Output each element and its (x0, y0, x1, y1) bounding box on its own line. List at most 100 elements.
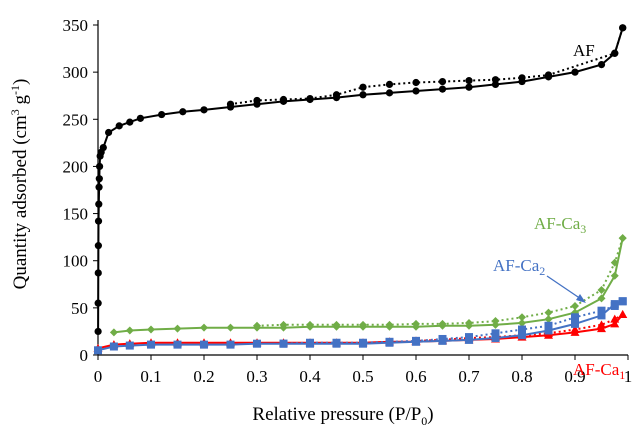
af-adsorption-point (179, 108, 187, 116)
af-ca3-desorption-point (465, 318, 473, 327)
af-desorption-point (438, 77, 447, 86)
af-adsorption-point (200, 106, 208, 114)
af-adsorption-point (597, 61, 606, 69)
af-ca2-adsorption-point (125, 341, 134, 350)
x-tick-label: 0.5 (352, 367, 373, 386)
af-ca3-desorption-point (253, 321, 261, 330)
af-adsorption-point (95, 162, 104, 171)
x-tick-label: 0 (94, 367, 103, 386)
af-ca2-adsorption-point (94, 346, 102, 355)
af-ca3-desorption-line (256, 237, 624, 327)
af-ca3-desorption-point (438, 319, 447, 328)
x-tick-label: 0.9 (564, 367, 585, 386)
x-tick-label: 1 (624, 367, 632, 386)
series-labels: AF AF-Ca3 AF-Ca2 AF-Ca1 (493, 41, 625, 382)
y-axis-title: Quantity adsorbed (cm3 g-1) (8, 79, 31, 290)
af-adsorption-point (95, 183, 103, 191)
x-tick-label: 0.2 (193, 367, 214, 386)
y-tick-label: 100 (63, 252, 89, 271)
af-ca1-desorption-point (597, 320, 606, 329)
af-ca2-desorption-point (571, 313, 579, 322)
af-ca3-adsorption-point (147, 325, 155, 334)
af-ca2-desorption-point (518, 325, 526, 334)
af-ca1-desorption-point (570, 325, 580, 334)
af-ca3-desorption-point (491, 317, 500, 326)
af-ca2-adsorption-point (571, 319, 579, 328)
af-desorption-point (332, 91, 341, 99)
af-ca3-adsorption-point (610, 271, 619, 280)
af-ca2-desorption-point (618, 297, 627, 306)
af-ca2-adsorption-point (147, 340, 155, 349)
af-ca2-adsorption-point (173, 340, 182, 349)
af-ca2-desorption-point (544, 321, 553, 330)
af-ca3-adsorption-point (518, 318, 526, 327)
af-ca3-adsorption-point (226, 323, 235, 332)
af-ca3-desorption-point (306, 320, 314, 329)
y-tick-label: 200 (63, 157, 89, 176)
af-adsorption-point (94, 217, 103, 225)
af-desorption-point (544, 71, 553, 79)
af-ca2-adsorption-point (200, 340, 208, 349)
af-adsorption-point (126, 118, 134, 126)
x-tick-label: 0.3 (246, 367, 267, 386)
af-ca3-desorption-point (518, 313, 526, 322)
af-adsorption-point (94, 299, 102, 307)
af-ca2-desorption-point (332, 338, 341, 347)
y-tick-label: 150 (63, 205, 89, 224)
af-adsorption-point (385, 89, 394, 97)
y-tick-label: 350 (63, 16, 89, 35)
af-desorption-point (619, 24, 627, 32)
x-tick-label: 0.6 (405, 367, 426, 386)
af-desorption-point (279, 95, 288, 104)
x-tick-label: 0.4 (299, 367, 321, 386)
af-adsorption-point (359, 91, 367, 99)
x-tick-label: 0.8 (511, 367, 532, 386)
af-ca1-desorption-point (618, 309, 628, 318)
af-ca3-adsorption-point (200, 323, 208, 332)
af-desorption-point (518, 74, 526, 82)
af-ca2-adsorption-point (544, 326, 553, 335)
af-ca3-adsorption-point (125, 326, 134, 335)
af-adsorption-point (105, 128, 113, 137)
af-adsorption-point (94, 242, 102, 250)
af-ca2-adsorption-point (491, 334, 500, 343)
af-desorption-point (412, 78, 420, 87)
x-tick-label: 0.7 (458, 367, 480, 386)
af-ca3-adsorption-point (173, 324, 182, 333)
y-tick-label: 250 (63, 110, 89, 129)
af-desorption-point (465, 77, 473, 85)
af-desorption-point (226, 100, 235, 108)
af-ca2-desorption-point (412, 336, 420, 345)
af-desorption-point (491, 76, 500, 84)
af-ca2-desorption-point (306, 338, 314, 347)
af-ca2-adsorption-point (253, 339, 261, 348)
x-tick-label: 0.1 (140, 367, 161, 386)
af-desorption-point (253, 96, 261, 105)
af-ca1-adsorption-point (610, 319, 620, 328)
af-desorption-line (230, 27, 624, 106)
y-tick-label: 50 (71, 299, 88, 318)
af-ca2-adsorption-point (518, 331, 526, 340)
af-ca2-desorption-point (438, 334, 447, 343)
af-adsorption-point (95, 175, 103, 183)
af-ca2-label: AF-Ca2 (493, 256, 545, 278)
af-ca3-desorption-point (385, 320, 394, 329)
af-adsorption-point (94, 327, 102, 336)
af-ca2-pointer-head (576, 294, 586, 303)
axes: 0 50 100 150 200 250 300 350 0 0.1 0.2 0.3 0.4 0.5 0.6… (63, 16, 632, 386)
af-ca3-desorption-point (618, 234, 627, 243)
af-ca3-adsorption-point (597, 294, 606, 303)
af-ca3-desorption-point (412, 319, 420, 328)
af-adsorption-point (438, 85, 447, 93)
af-ca2-adsorption-point (226, 340, 235, 349)
af-ca3-desorption-point (359, 320, 367, 329)
af-desorption-point (306, 94, 314, 103)
af-ca1-desorption-line (415, 313, 624, 342)
af-ca1-desorption-point (610, 314, 620, 323)
af-ca3-desorption-point (597, 285, 606, 294)
af-ca2-adsorption-point (597, 311, 606, 320)
af-adsorption-point (95, 200, 103, 208)
af-ca3-adsorption-point (544, 315, 553, 324)
